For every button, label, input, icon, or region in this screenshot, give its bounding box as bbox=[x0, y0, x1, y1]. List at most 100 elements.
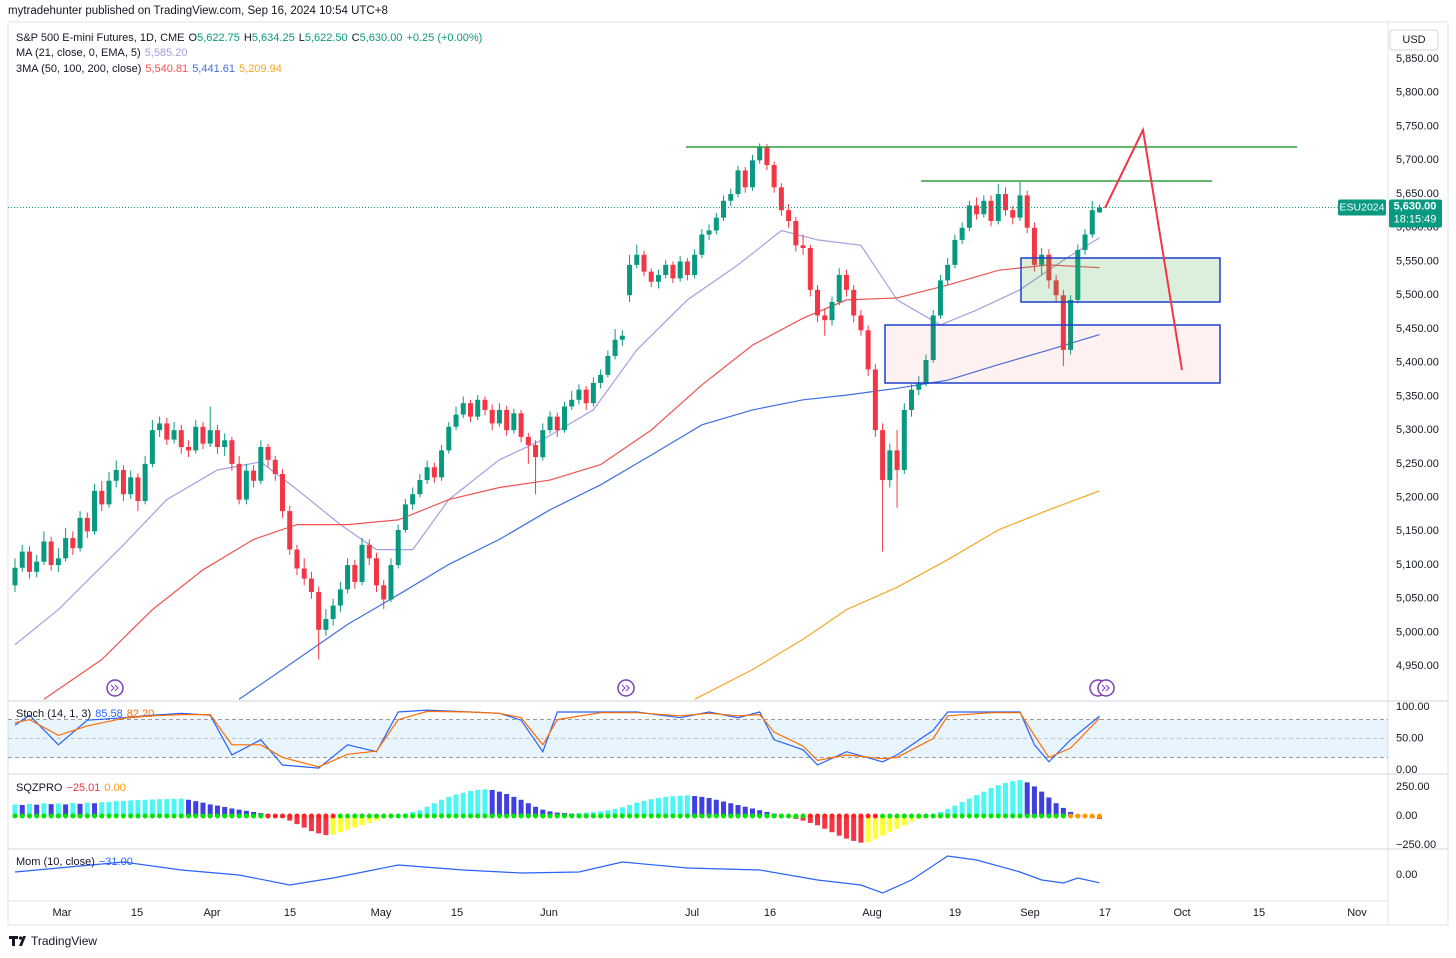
momentum-bar bbox=[634, 802, 640, 816]
candle-body bbox=[178, 430, 184, 448]
y-tick-label: −250.00 bbox=[1396, 839, 1436, 851]
axes: 4,950.00 5,000.00 5,050.00 5,100.00 5,150.00… bbox=[53, 53, 1442, 919]
squeeze-dot bbox=[207, 813, 213, 819]
event-icon bbox=[1089, 679, 1115, 697]
candle-body bbox=[1017, 195, 1023, 218]
squeeze-dot bbox=[851, 813, 857, 819]
squeeze-dot bbox=[988, 813, 994, 819]
momentum-bar bbox=[945, 809, 951, 816]
ohlc-key: L bbox=[298, 32, 305, 44]
squeeze-dot bbox=[77, 813, 83, 819]
candle-body bbox=[713, 217, 719, 231]
squeeze-dot bbox=[764, 813, 770, 819]
momentum-bar bbox=[200, 802, 206, 816]
squeeze-dot bbox=[728, 813, 734, 819]
momentum-bar bbox=[439, 799, 445, 816]
candle-body bbox=[157, 423, 163, 431]
candle-body bbox=[880, 430, 886, 481]
momentum-bar bbox=[627, 804, 633, 816]
y-tick-label: 5,250.00 bbox=[1396, 458, 1439, 470]
y-tick-label: 5,050.00 bbox=[1396, 593, 1439, 605]
y-tick-label: 5,700.00 bbox=[1396, 154, 1439, 166]
squeeze-dot bbox=[800, 813, 806, 819]
squeeze-dot bbox=[807, 813, 813, 819]
squeeze-dot bbox=[923, 813, 929, 819]
squeeze-dot bbox=[721, 813, 727, 819]
momentum-bar bbox=[149, 799, 155, 816]
squeeze-dot bbox=[713, 813, 719, 819]
squeeze-dot bbox=[872, 813, 878, 819]
squeeze-dot bbox=[540, 813, 546, 819]
candle-body bbox=[778, 187, 784, 211]
mom-legend: Mom (10, close) −31.00 bbox=[16, 856, 133, 868]
squeeze-dot bbox=[894, 813, 900, 819]
candle-body bbox=[106, 480, 112, 505]
candle-body bbox=[1060, 295, 1066, 350]
squeeze-dot bbox=[424, 813, 430, 819]
momentum-bar bbox=[330, 816, 336, 835]
momentum-bar bbox=[431, 803, 437, 816]
candle-body bbox=[149, 430, 155, 464]
currency: USD bbox=[1402, 34, 1425, 46]
candle-body bbox=[164, 423, 170, 440]
squeeze-dot bbox=[525, 813, 531, 819]
legend-value: −31.00 bbox=[98, 856, 133, 868]
momentum-bar bbox=[417, 810, 423, 816]
momentum-bar bbox=[1046, 797, 1052, 816]
momentum-bar bbox=[301, 816, 307, 828]
momentum-bar bbox=[77, 803, 83, 816]
candle-body bbox=[612, 339, 618, 356]
y-tick-label: 5,650.00 bbox=[1396, 188, 1439, 200]
squeeze-dot bbox=[937, 813, 943, 819]
squeeze-dot bbox=[265, 813, 271, 819]
squeeze-dot bbox=[981, 813, 987, 819]
squeeze-dot bbox=[836, 813, 842, 819]
squeeze-dot bbox=[280, 813, 286, 819]
squeeze-dot bbox=[880, 813, 886, 819]
momentum-bar bbox=[12, 804, 18, 816]
legend-value: 5,585.20 bbox=[144, 47, 188, 59]
x-tick-label: 16 bbox=[764, 907, 776, 919]
momentum-bar bbox=[323, 816, 329, 836]
momentum-bar bbox=[229, 808, 235, 816]
momentum-bar bbox=[872, 816, 878, 840]
squeeze-dot bbox=[460, 813, 466, 819]
candle-body bbox=[533, 444, 539, 458]
candle-body bbox=[345, 565, 351, 590]
squeeze-dot bbox=[749, 813, 755, 819]
candle-body bbox=[525, 436, 531, 445]
candle-body bbox=[222, 440, 228, 448]
candle-body bbox=[858, 315, 864, 331]
y-tick-label: 5,100.00 bbox=[1396, 559, 1439, 571]
squeeze-dot bbox=[778, 813, 784, 819]
squeeze-dot bbox=[178, 813, 184, 819]
main-pane bbox=[8, 143, 1388, 700]
squeeze-dot bbox=[41, 813, 47, 819]
squeeze-dot bbox=[865, 813, 871, 819]
squeeze-dot bbox=[113, 813, 119, 819]
momentum-bar bbox=[70, 803, 76, 816]
candle-body bbox=[77, 517, 83, 549]
candle-body bbox=[193, 426, 199, 451]
candle-body bbox=[135, 477, 141, 501]
candle-body bbox=[207, 430, 213, 444]
candle-body bbox=[84, 517, 90, 532]
momentum-bar bbox=[909, 816, 915, 822]
momentum-bar bbox=[128, 800, 134, 816]
squeeze-dot bbox=[316, 813, 322, 819]
momentum-bar bbox=[34, 804, 40, 816]
squeeze-dot bbox=[301, 813, 307, 819]
momentum-bar bbox=[829, 816, 835, 833]
candle-body bbox=[55, 558, 61, 566]
squeeze-dot bbox=[945, 813, 951, 819]
momentum-bar bbox=[186, 799, 192, 816]
squeeze-dot bbox=[467, 813, 473, 819]
candle-body bbox=[236, 463, 242, 500]
squeeze-dot bbox=[561, 813, 567, 819]
currency-box bbox=[1389, 29, 1439, 51]
candle-body bbox=[330, 605, 336, 620]
candle-body bbox=[243, 470, 249, 500]
candle-body bbox=[431, 467, 437, 478]
candle-body bbox=[70, 538, 76, 549]
candle-body bbox=[815, 289, 821, 316]
